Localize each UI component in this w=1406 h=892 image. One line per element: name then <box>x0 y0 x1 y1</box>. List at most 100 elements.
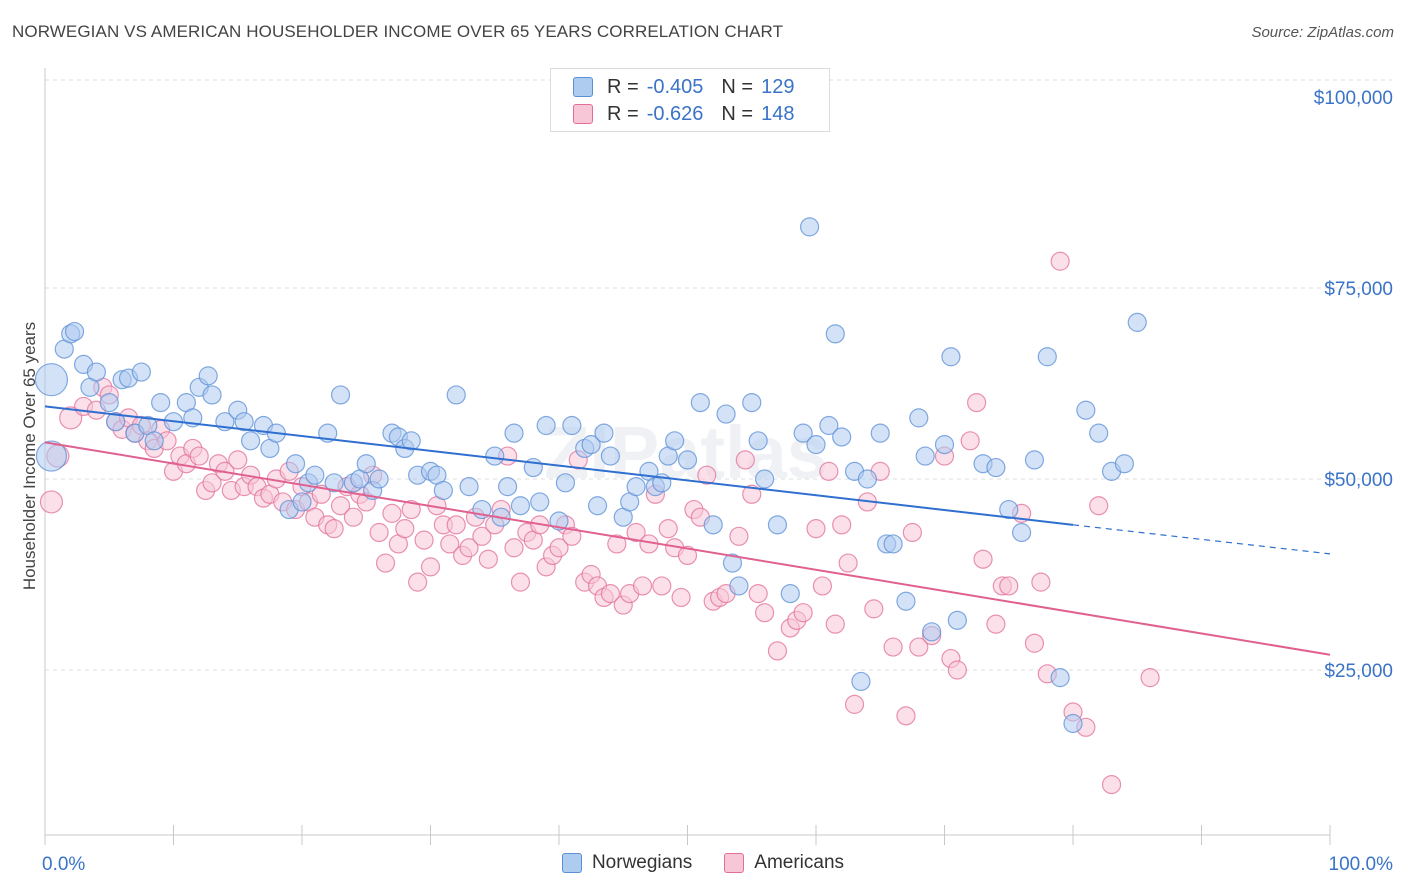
n-label: N = <box>721 102 754 125</box>
norwegians-legend-swatch <box>561 853 582 873</box>
y-tick-label: $100,000 <box>1314 88 1393 109</box>
norwegian-point <box>690 393 710 413</box>
norwegian-point <box>530 492 550 512</box>
american-point <box>562 526 582 546</box>
norwegian-point <box>1011 522 1032 543</box>
american-point <box>330 496 351 516</box>
norwegian-point <box>941 347 961 367</box>
x-tick-label: 0.0% <box>42 854 85 875</box>
american-point <box>39 490 64 514</box>
norwegian-point <box>722 553 743 573</box>
norwegian-point <box>832 427 852 447</box>
norwegian-point <box>285 454 306 474</box>
norwegian-point <box>587 496 608 516</box>
american-point <box>202 473 222 493</box>
r-label: R = <box>607 75 639 98</box>
norwegian-point <box>562 415 582 436</box>
norwegian-point <box>1024 450 1045 470</box>
norwegian-point <box>799 217 820 237</box>
american-point <box>767 641 788 661</box>
american-point <box>343 507 363 527</box>
american-point <box>446 515 466 535</box>
american-point <box>600 583 621 604</box>
norwegian-point <box>446 385 466 405</box>
r-value-americans: -0.626 <box>646 102 704 125</box>
norwegian-point <box>665 431 685 451</box>
norwegian-point <box>883 534 903 554</box>
norwegian-point <box>851 671 871 692</box>
norwegian-point <box>896 591 916 611</box>
norwegian-point <box>1037 347 1057 367</box>
american-point <box>459 538 479 558</box>
norwegian-point <box>292 492 312 512</box>
norwegian-point <box>742 393 762 413</box>
norwegian-point <box>793 423 813 443</box>
americans-legend-label: Americans <box>754 852 845 873</box>
american-point <box>382 503 402 523</box>
y-axis-label: Householder Income Over 65 years <box>20 321 39 591</box>
american-point <box>825 614 845 634</box>
norwegians-swatch <box>573 77 593 97</box>
american-point <box>677 545 698 566</box>
american-point <box>960 431 980 451</box>
norwegian-point <box>369 469 389 489</box>
norwegian-point <box>819 415 839 436</box>
norwegian-point <box>857 469 878 489</box>
legend-item-norwegians[interactable]: Norwegians <box>561 852 692 874</box>
norwegian-point <box>716 404 736 424</box>
norwegian-point <box>1050 668 1070 688</box>
american-point <box>902 522 922 543</box>
norwegian-point <box>986 457 1006 478</box>
american-point <box>420 557 441 577</box>
norwegian-point <box>626 477 646 497</box>
norwegian-point <box>600 446 621 466</box>
norwegian-point <box>241 431 261 451</box>
norwegian-point <box>86 362 107 382</box>
american-point <box>504 538 524 558</box>
american-point <box>742 484 762 504</box>
american-point <box>626 522 646 543</box>
american-point <box>478 549 498 569</box>
norwegian-point <box>909 408 929 428</box>
gridlines <box>45 79 1392 671</box>
norwegian-point <box>767 515 788 535</box>
american-point <box>844 694 865 714</box>
norwegian-point <box>999 499 1019 520</box>
norwegian-point <box>748 431 768 451</box>
american-point <box>395 519 415 539</box>
american-point <box>967 393 987 413</box>
norwegian-point <box>825 324 845 344</box>
norwegian-point <box>433 480 453 501</box>
american-point <box>1050 251 1070 271</box>
norwegian-point <box>330 385 351 405</box>
american-point <box>324 519 344 539</box>
american-point <box>729 526 749 546</box>
legend-item-americans[interactable]: Americans <box>724 852 844 874</box>
norwegian-point <box>754 469 775 489</box>
norwegian-point <box>806 435 826 455</box>
tick-labels: $25,000 $50,000 $75,000 $100,000 0.0% 100.0% <box>42 88 1393 875</box>
x-tick-label: 100.0% <box>1329 854 1394 875</box>
american-point <box>973 549 993 569</box>
norwegian-point <box>549 511 569 531</box>
american-point <box>549 538 569 558</box>
norwegian-point <box>504 423 524 443</box>
american-point <box>947 660 967 680</box>
norwegian-point <box>34 363 69 397</box>
norwegian-point <box>151 393 171 413</box>
series-legend: Norwegians Americans <box>0 852 1406 874</box>
american-point <box>440 534 460 554</box>
american-point <box>1089 496 1109 516</box>
american-point <box>909 637 929 657</box>
norwegian-point <box>198 366 218 386</box>
american-point <box>1140 668 1160 688</box>
trend-lines <box>44 405 1331 656</box>
n-value-norwegians: 129 <box>761 75 795 98</box>
americans-legend-swatch <box>724 853 745 873</box>
norwegian-point <box>459 477 479 497</box>
american-point <box>414 530 434 550</box>
norwegian-point <box>915 446 935 466</box>
american-point <box>754 603 775 623</box>
norwegians-trend-extension <box>1072 524 1331 555</box>
